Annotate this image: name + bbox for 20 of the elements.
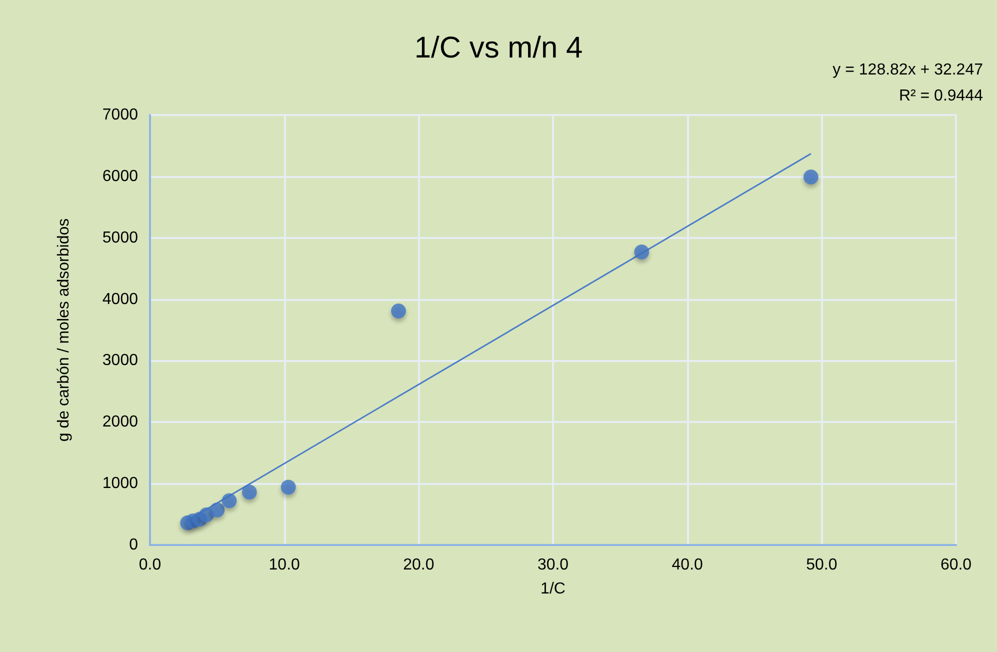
x-tick-label: 20.0 — [403, 556, 434, 574]
chart-title: 1/C vs m/n 4 — [414, 32, 583, 64]
x-tick-label: 10.0 — [268, 556, 300, 574]
y-tick-label: 0 — [129, 536, 138, 554]
y-tick-label: 3000 — [102, 352, 138, 370]
x-tick-label: 30.0 — [537, 556, 569, 574]
y-tick-label: 6000 — [102, 168, 138, 185]
x-tick-label: 50.0 — [806, 556, 838, 574]
x-tick-label: 40.0 — [672, 556, 704, 574]
y-tick-label: 7000 — [102, 106, 138, 124]
text: R² = 0.9444 — [898, 88, 984, 104]
y-tick-label: 5000 — [102, 229, 138, 246]
text: y = 128.82x + 32.247 — [832, 62, 984, 78]
x-tick-label: 0.0 — [138, 556, 162, 574]
y-tick-label: 4000 — [102, 290, 138, 308]
x-tick-label: 60.0 — [940, 556, 972, 574]
y-tick-label: 2000 — [102, 414, 138, 431]
x-axis-title: 1/C — [540, 580, 566, 598]
y-axis-title: g de carbón / moles adsorbidos — [56, 218, 72, 442]
y-tick-label: 1000 — [102, 475, 138, 492]
